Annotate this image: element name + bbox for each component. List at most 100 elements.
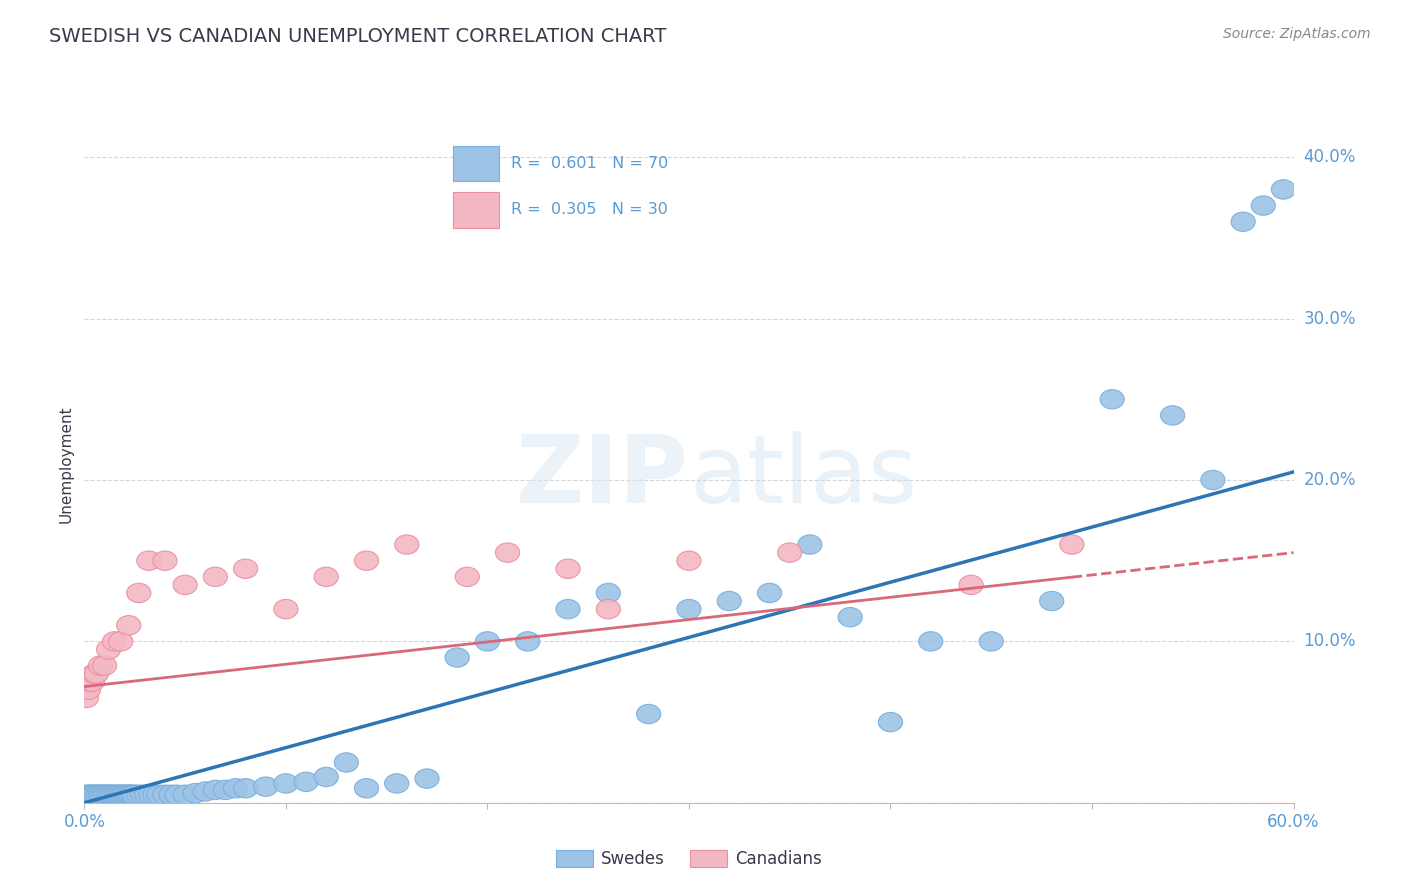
Ellipse shape [79, 672, 103, 691]
Ellipse shape [117, 615, 141, 635]
Ellipse shape [104, 785, 129, 805]
Ellipse shape [76, 785, 100, 805]
Ellipse shape [139, 785, 163, 805]
Ellipse shape [97, 785, 121, 805]
Ellipse shape [121, 785, 145, 805]
Ellipse shape [274, 599, 298, 619]
Text: atlas: atlas [689, 432, 917, 524]
Ellipse shape [103, 632, 127, 651]
Ellipse shape [918, 632, 943, 651]
Ellipse shape [495, 543, 520, 562]
Ellipse shape [314, 767, 339, 787]
Text: 30.0%: 30.0% [1303, 310, 1357, 327]
Ellipse shape [93, 656, 117, 675]
Ellipse shape [84, 785, 108, 805]
Ellipse shape [979, 632, 1004, 651]
Ellipse shape [204, 567, 228, 587]
Ellipse shape [183, 783, 207, 803]
Ellipse shape [596, 599, 620, 619]
Ellipse shape [173, 575, 197, 595]
Ellipse shape [83, 664, 107, 683]
Ellipse shape [214, 780, 238, 799]
Ellipse shape [274, 773, 298, 793]
Ellipse shape [90, 785, 115, 805]
Ellipse shape [385, 773, 409, 793]
Ellipse shape [112, 785, 136, 805]
Ellipse shape [117, 785, 141, 805]
Ellipse shape [75, 785, 98, 805]
Ellipse shape [555, 599, 581, 619]
Ellipse shape [135, 785, 159, 805]
Text: 10.0%: 10.0% [1303, 632, 1357, 650]
Ellipse shape [80, 785, 104, 805]
Ellipse shape [335, 753, 359, 772]
Text: SWEDISH VS CANADIAN UNEMPLOYMENT CORRELATION CHART: SWEDISH VS CANADIAN UNEMPLOYMENT CORRELA… [49, 27, 666, 45]
Ellipse shape [879, 713, 903, 731]
Ellipse shape [475, 632, 499, 651]
Ellipse shape [797, 535, 823, 554]
Ellipse shape [717, 591, 741, 611]
Ellipse shape [108, 632, 132, 651]
Ellipse shape [637, 705, 661, 723]
Ellipse shape [314, 567, 339, 587]
Ellipse shape [224, 779, 247, 798]
Ellipse shape [165, 785, 190, 805]
Ellipse shape [136, 551, 160, 570]
Ellipse shape [838, 607, 862, 627]
Ellipse shape [516, 632, 540, 651]
Ellipse shape [395, 535, 419, 554]
Ellipse shape [1160, 406, 1185, 425]
Ellipse shape [127, 785, 150, 805]
Ellipse shape [173, 785, 197, 805]
Ellipse shape [143, 785, 167, 805]
Ellipse shape [354, 779, 378, 798]
Text: 20.0%: 20.0% [1303, 471, 1357, 489]
Ellipse shape [1039, 591, 1064, 611]
Legend: Swedes, Canadians: Swedes, Canadians [550, 843, 828, 875]
Ellipse shape [76, 680, 100, 699]
Ellipse shape [115, 785, 139, 805]
Ellipse shape [1251, 196, 1275, 215]
Text: ZIP: ZIP [516, 432, 689, 524]
Ellipse shape [233, 559, 257, 578]
Ellipse shape [89, 785, 112, 805]
Ellipse shape [354, 551, 378, 570]
Ellipse shape [89, 656, 112, 675]
Ellipse shape [596, 583, 620, 603]
Ellipse shape [84, 664, 108, 683]
Ellipse shape [97, 640, 121, 659]
Ellipse shape [93, 785, 117, 805]
Ellipse shape [456, 567, 479, 587]
Ellipse shape [111, 785, 135, 805]
Ellipse shape [94, 785, 118, 805]
Ellipse shape [100, 785, 125, 805]
Ellipse shape [107, 785, 131, 805]
Text: Source: ZipAtlas.com: Source: ZipAtlas.com [1223, 27, 1371, 41]
Ellipse shape [1201, 470, 1225, 490]
Ellipse shape [204, 780, 228, 799]
Text: 40.0%: 40.0% [1303, 148, 1355, 166]
Ellipse shape [1271, 180, 1295, 199]
Ellipse shape [676, 551, 702, 570]
Ellipse shape [778, 543, 801, 562]
Y-axis label: Unemployment: Unemployment [58, 405, 73, 523]
Ellipse shape [103, 785, 127, 805]
Ellipse shape [79, 785, 103, 805]
Ellipse shape [122, 785, 146, 805]
Ellipse shape [83, 785, 107, 805]
Ellipse shape [446, 648, 470, 667]
Ellipse shape [75, 689, 98, 707]
Ellipse shape [1099, 390, 1125, 409]
Ellipse shape [758, 583, 782, 603]
Ellipse shape [233, 779, 257, 798]
Ellipse shape [294, 772, 318, 791]
Ellipse shape [108, 785, 132, 805]
Ellipse shape [98, 785, 122, 805]
Ellipse shape [555, 559, 581, 578]
Ellipse shape [1232, 212, 1256, 231]
Ellipse shape [86, 785, 111, 805]
Ellipse shape [146, 785, 172, 805]
Ellipse shape [253, 777, 278, 797]
Ellipse shape [415, 769, 439, 789]
Ellipse shape [118, 785, 143, 805]
